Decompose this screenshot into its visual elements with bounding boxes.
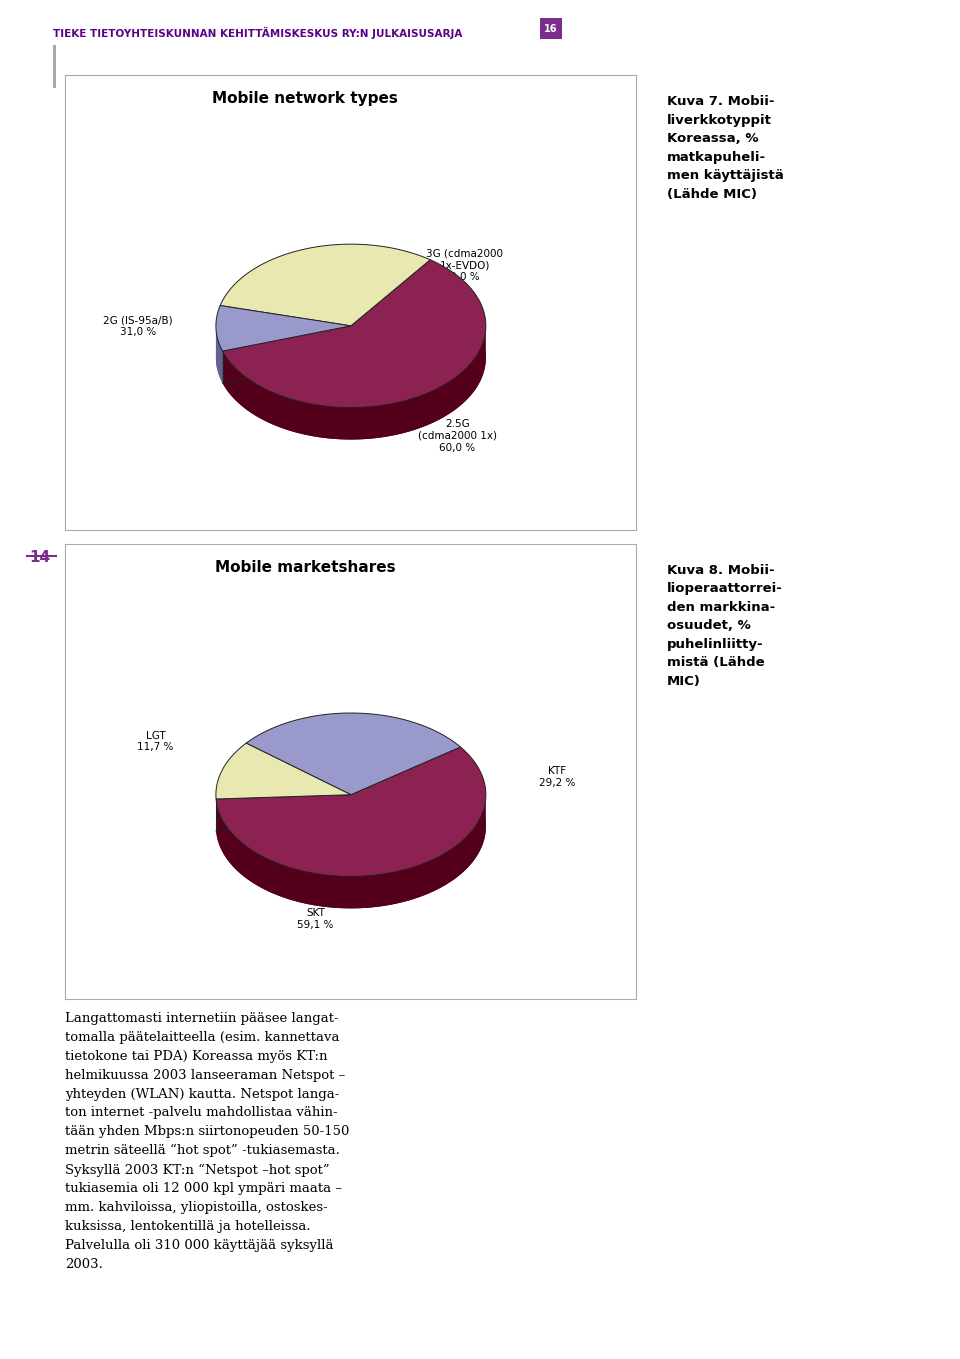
Text: Mobile network types: Mobile network types (212, 91, 398, 106)
Text: 2G (IS-95a/B)
31,0 %: 2G (IS-95a/B) 31,0 % (103, 315, 173, 337)
Polygon shape (216, 326, 223, 383)
Text: 2.5G
(cdma2000 1x)
60,0 %: 2.5G (cdma2000 1x) 60,0 % (418, 420, 497, 453)
Text: 16: 16 (543, 23, 558, 34)
Text: 3G (cdma2000
1x-EVDO)
9,0 %: 3G (cdma2000 1x-EVDO) 9,0 % (426, 249, 503, 283)
Polygon shape (216, 747, 486, 877)
Polygon shape (220, 245, 430, 326)
Text: LGT
11,7 %: LGT 11,7 % (137, 731, 174, 753)
Polygon shape (223, 260, 486, 408)
Text: Mobile marketshares: Mobile marketshares (215, 560, 396, 575)
Text: SKT
59,1 %: SKT 59,1 % (298, 908, 333, 930)
Polygon shape (216, 775, 350, 830)
Polygon shape (216, 306, 350, 351)
Polygon shape (216, 779, 486, 908)
Polygon shape (246, 745, 461, 826)
Polygon shape (246, 713, 461, 795)
Polygon shape (223, 292, 486, 439)
Polygon shape (216, 337, 350, 383)
Polygon shape (223, 326, 486, 439)
Text: 14: 14 (30, 550, 51, 565)
Polygon shape (220, 276, 430, 357)
Text: Langattomasti internetiin pääsee langat-
tomalla päätelaitteella (esim. kannetta: Langattomasti internetiin pääsee langat-… (65, 1012, 349, 1271)
Text: Kuva 8. Mobii-
lioperaattorrei-
den markkina-
osuudet, %
puhelinliitty-
mistä (L: Kuva 8. Mobii- lioperaattorrei- den mark… (667, 564, 783, 688)
Text: KTF
29,2 %: KTF 29,2 % (539, 766, 575, 788)
Polygon shape (216, 795, 486, 908)
Polygon shape (216, 743, 350, 799)
Text: TIEKE TIETOYHTEISKUNNAN KEHITTÄMISKESKUS RY:N JULKAISUSARJA: TIEKE TIETOYHTEISKUNNAN KEHITTÄMISKESKUS… (53, 27, 462, 39)
Text: Kuva 7. Mobii-
liverkkotyppit
Koreassa, %
matkapuheli-
men käyttäjistä
(Lähde MI: Kuva 7. Mobii- liverkkotyppit Koreassa, … (667, 95, 784, 201)
